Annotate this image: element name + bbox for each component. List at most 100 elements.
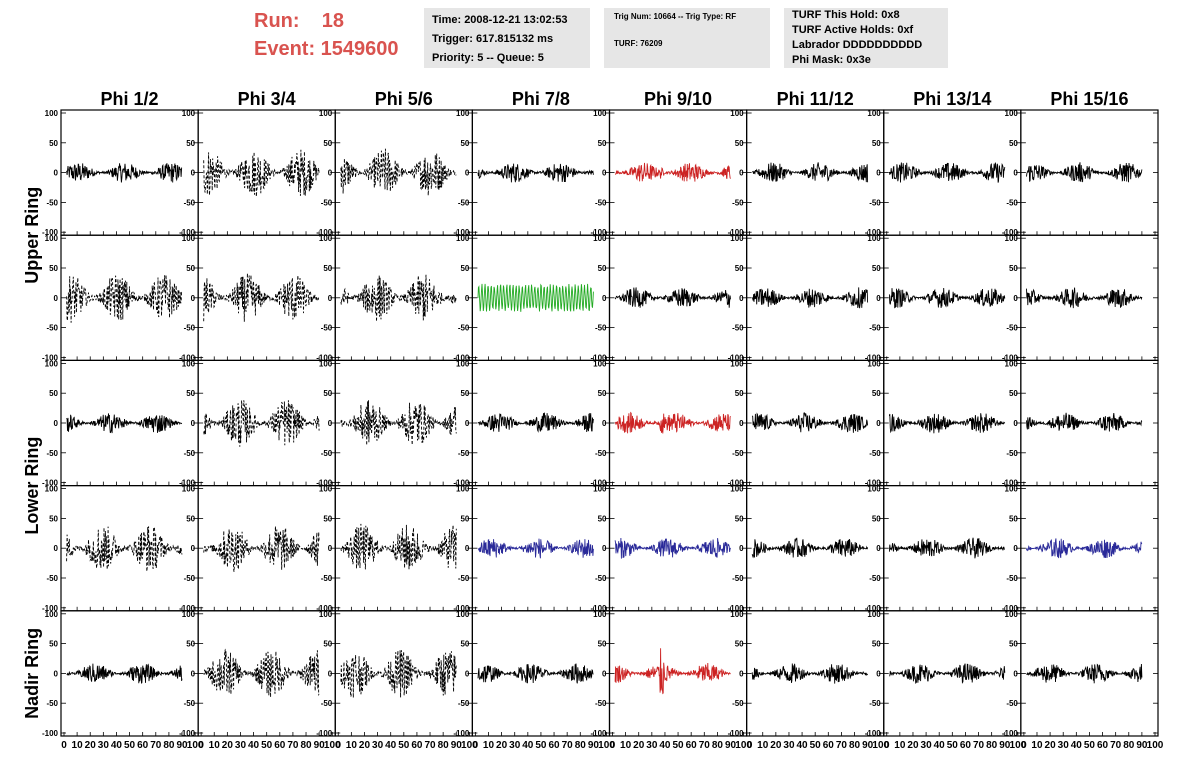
y-tick-label: 0: [328, 544, 333, 553]
y-tick-label: -50: [458, 324, 470, 333]
y-tick-label: -50: [869, 198, 881, 207]
x-tick-label: 30: [1058, 740, 1070, 751]
x-tick-label: 50: [1084, 740, 1096, 751]
y-tick-label: -50: [184, 198, 196, 207]
y-tick-label: -50: [732, 699, 744, 708]
y-tick-label: 50: [49, 264, 58, 273]
x-tick-label: 0: [473, 740, 479, 751]
x-tick-label: 20: [907, 740, 919, 751]
trigger-info-box: Trig Num: 10664 -- Trig Type: RF TURF: 7…: [604, 8, 770, 68]
y-tick-label: -100: [1002, 729, 1019, 738]
waveform-trace: [888, 413, 1006, 434]
waveform-trace: [340, 400, 457, 446]
y-tick-label: 100: [45, 610, 59, 619]
y-tick-label: 0: [876, 169, 881, 178]
y-tick-label: 100: [593, 485, 607, 494]
y-tick-label: -50: [184, 574, 196, 583]
x-tick-label: 20: [633, 740, 645, 751]
x-tick-label: 70: [150, 740, 162, 751]
y-tick-label: 100: [730, 485, 744, 494]
y-tick-label: -100: [316, 604, 333, 613]
y-tick-label: -100: [590, 729, 607, 738]
y-tick-label: 50: [598, 264, 607, 273]
x-tick-label: 40: [522, 740, 534, 751]
x-tick-label: 10: [483, 740, 495, 751]
y-tick-label: -50: [458, 699, 470, 708]
y-tick-label: 50: [323, 139, 332, 148]
x-tick-label: 60: [823, 740, 835, 751]
y-tick-label: 100: [182, 359, 196, 368]
x-tick-label: 40: [659, 740, 671, 751]
x-tick-label: 100: [461, 740, 478, 751]
y-tick-label: 0: [876, 419, 881, 428]
y-tick-label: 50: [186, 264, 195, 273]
x-tick-label: 40: [385, 740, 397, 751]
y-tick-label: -50: [869, 574, 881, 583]
y-tick-label: 100: [867, 234, 881, 243]
y-tick-label: 0: [602, 294, 607, 303]
y-tick-label: -50: [869, 324, 881, 333]
y-tick-label: -50: [732, 574, 744, 583]
y-tick-label: 0: [328, 419, 333, 428]
y-tick-label: -50: [1006, 699, 1018, 708]
x-tick-label: 50: [124, 740, 136, 751]
y-tick-label: 100: [319, 359, 333, 368]
y-tick-label: 50: [735, 264, 744, 273]
y-tick-label: -50: [184, 324, 196, 333]
column-header: Phi 1/2: [101, 89, 159, 109]
y-tick-label: 50: [1009, 389, 1018, 398]
y-tick-label: -50: [184, 699, 196, 708]
y-tick-label: 100: [456, 109, 470, 118]
x-tick-label: 30: [372, 740, 384, 751]
x-tick-label: 20: [85, 740, 97, 751]
row-group-label: Upper Ring: [22, 187, 42, 284]
y-tick-label: -100: [865, 729, 882, 738]
x-tick-label: 40: [111, 740, 123, 751]
x-tick-label: 60: [411, 740, 423, 751]
y-tick-label: -50: [321, 449, 333, 458]
x-tick-label: 100: [872, 740, 889, 751]
y-tick-label: -50: [458, 198, 470, 207]
waveform-trace: [614, 411, 731, 434]
y-tick-label: 100: [45, 485, 59, 494]
y-tick-label: -100: [1002, 353, 1019, 362]
y-tick-label: -50: [321, 198, 333, 207]
x-tick-label: 70: [424, 740, 436, 751]
row-group-label: Lower Ring: [22, 437, 42, 535]
x-tick-label: 70: [287, 740, 299, 751]
y-tick-label: 50: [735, 389, 744, 398]
waveform-trace: [751, 663, 868, 684]
x-tick-label: 10: [1031, 740, 1043, 751]
waveform-trace: [614, 537, 731, 559]
y-tick-label: 0: [739, 419, 744, 428]
y-tick-label: -100: [865, 479, 882, 488]
y-tick-label: 50: [460, 514, 469, 523]
y-tick-label: -100: [590, 353, 607, 362]
y-tick-label: -50: [595, 574, 607, 583]
y-tick-label: 0: [328, 294, 333, 303]
column-header: Phi 11/12: [777, 89, 854, 109]
waveform-trace: [66, 274, 183, 323]
waveform-trace: [477, 283, 594, 312]
y-tick-label: 50: [460, 389, 469, 398]
y-tick-label: -50: [1006, 574, 1018, 583]
x-tick-label: 0: [747, 740, 753, 751]
y-tick-label: -100: [865, 353, 882, 362]
y-tick-label: 100: [45, 234, 59, 243]
y-tick-label: 100: [182, 234, 196, 243]
y-tick-label: 50: [872, 264, 881, 273]
x-tick-label: 60: [137, 740, 149, 751]
x-tick-label: 20: [770, 740, 782, 751]
y-tick-label: 100: [1005, 610, 1019, 619]
x-tick-label: 100: [598, 740, 615, 751]
x-tick-label: 80: [986, 740, 998, 751]
y-tick-label: -100: [865, 228, 882, 237]
y-tick-label: -50: [1006, 324, 1018, 333]
y-tick-label: 0: [465, 419, 470, 428]
y-tick-label: 100: [867, 610, 881, 619]
x-tick-label: 80: [1123, 740, 1135, 751]
x-tick-label: 100: [1147, 740, 1164, 751]
y-tick-label: 50: [1009, 640, 1018, 649]
y-tick-label: 100: [593, 109, 607, 118]
y-tick-label: 0: [191, 544, 196, 553]
